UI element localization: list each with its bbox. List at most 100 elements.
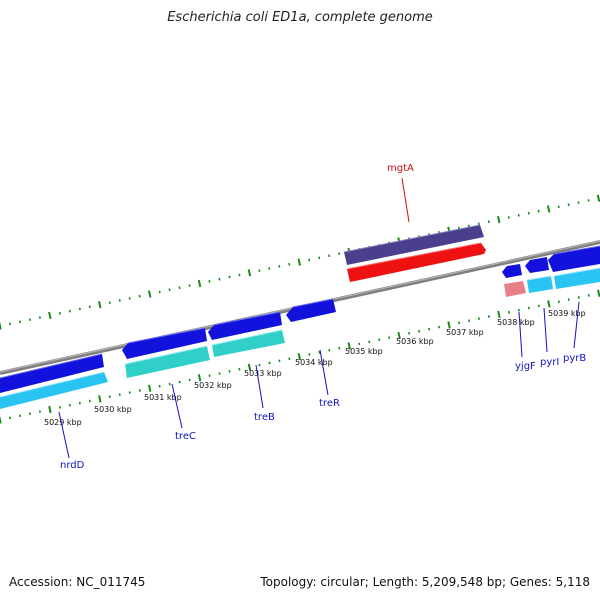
gene-label-yjgF[interactable]: yjgF: [515, 361, 536, 372]
gene-arrow-nrdD[interactable]: [0, 354, 104, 393]
minor-tick: [118, 393, 121, 396]
minor-tick: [188, 284, 191, 287]
gene-label-treC[interactable]: treC: [175, 431, 196, 442]
major-tick: [247, 269, 252, 277]
scale-label: 5034 kbp: [295, 358, 333, 367]
rna-bar-nrdD[interactable]: [0, 372, 108, 409]
minor-tick: [428, 327, 431, 331]
minor-tick: [358, 342, 361, 346]
gene-label-pyrB[interactable]: pyrB: [563, 353, 586, 364]
minor-tick: [228, 370, 231, 373]
rna-bar-mgtA[interactable]: [347, 243, 486, 282]
scale-label: 5036 kbp: [396, 337, 434, 346]
minor-tick: [88, 399, 91, 403]
minor-tick: [328, 348, 331, 352]
rna-bar-pyrI[interactable]: [527, 276, 553, 293]
minor-tick: [308, 258, 311, 262]
major-tick: [297, 352, 302, 361]
minor-tick: [368, 340, 371, 344]
minor-tick: [178, 380, 181, 384]
minor-tick: [128, 391, 131, 394]
minor-tick: [278, 265, 281, 268]
gene-arrow-pyrI[interactable]: [525, 257, 549, 273]
gene-arrow-treR[interactable]: [286, 299, 336, 322]
minor-tick: [587, 294, 590, 297]
minor-tick: [128, 297, 131, 300]
minor-tick: [577, 296, 580, 299]
gene-arrow-mgtA[interactable]: [344, 225, 484, 265]
minor-tick: [168, 288, 171, 292]
major-tick: [247, 363, 252, 371]
minor-tick: [258, 269, 261, 272]
minor-tick: [567, 203, 570, 207]
minor-tick: [278, 359, 281, 363]
scale-label: 5033 kbp: [244, 369, 282, 378]
gene-label-mgtA[interactable]: mgtA: [387, 163, 414, 174]
major-tick: [447, 321, 451, 329]
genome-summary-label: Topology: circular; Length: 5,209,548 bp…: [260, 575, 590, 589]
minor-tick: [118, 299, 121, 302]
minor-tick: [18, 320, 21, 324]
major-tick: [48, 405, 52, 414]
major-tick: [197, 279, 202, 288]
major-tick: [397, 331, 401, 340]
gene-label-nrdD[interactable]: nrdD: [60, 460, 85, 471]
gene-arrow-pyrB[interactable]: [548, 246, 600, 272]
major-tick: [297, 258, 301, 266]
minor-tick: [68, 309, 71, 313]
gene-label-pyrI[interactable]: pyrI: [540, 357, 559, 368]
minor-tick: [537, 209, 540, 213]
minor-tick: [268, 267, 271, 270]
minor-tick: [38, 410, 41, 413]
minor-tick: [78, 401, 81, 405]
scale-label: 5032 kbp: [194, 381, 232, 390]
accession-label: Accession: NC_011745: [9, 575, 146, 589]
gene-arrow-treB[interactable]: [208, 312, 282, 340]
label-leader-nrdD: [58, 411, 70, 459]
minor-tick: [158, 384, 161, 388]
minor-tick: [477, 222, 480, 226]
major-tick: [546, 205, 551, 213]
label-leader-treB: [255, 364, 264, 409]
major-tick: [148, 384, 152, 392]
minor-tick: [258, 363, 261, 367]
major-tick: [497, 215, 501, 224]
map-title: Escherichia coli ED1a, complete genome: [167, 10, 433, 25]
minor-tick: [268, 361, 271, 365]
inner-tick-track: [0, 289, 600, 424]
minor-tick: [318, 351, 321, 354]
major-tick: [497, 310, 501, 319]
major-tick: [98, 301, 102, 309]
minor-tick: [218, 277, 221, 281]
major-tick: [596, 194, 600, 202]
minor-tick: [557, 300, 560, 304]
minor-tick: [68, 403, 71, 407]
minor-tick: [328, 254, 331, 258]
scale-label: 5030 kbp: [94, 405, 132, 414]
minor-tick: [238, 367, 241, 371]
label-leader-pyrI: [543, 307, 548, 353]
rna-bar-treC[interactable]: [125, 346, 210, 378]
minor-tick: [308, 353, 311, 356]
minor-tick: [288, 262, 291, 266]
gene-label-treR[interactable]: treR: [319, 398, 340, 409]
minor-tick: [18, 414, 21, 418]
scale-label: 5038 kbp: [497, 318, 535, 327]
rna-bar-yjgF[interactable]: [504, 281, 526, 297]
minor-tick: [168, 382, 171, 386]
gene-label-treB[interactable]: treB: [254, 412, 275, 423]
gene-arrow-yjgF[interactable]: [502, 264, 522, 278]
minor-tick: [338, 346, 341, 350]
rna-bar-pyrB[interactable]: [554, 268, 600, 289]
minor-tick: [567, 298, 570, 301]
minor-tick: [438, 325, 441, 329]
minor-tick: [218, 372, 221, 375]
label-leader-treC: [171, 383, 183, 429]
rna-bar-treB[interactable]: [212, 330, 285, 357]
minor-tick: [487, 220, 490, 224]
minor-tick: [108, 301, 111, 304]
gene-arrow-treC[interactable]: [122, 328, 207, 359]
minor-tick: [8, 322, 11, 326]
major-tick: [48, 311, 52, 320]
